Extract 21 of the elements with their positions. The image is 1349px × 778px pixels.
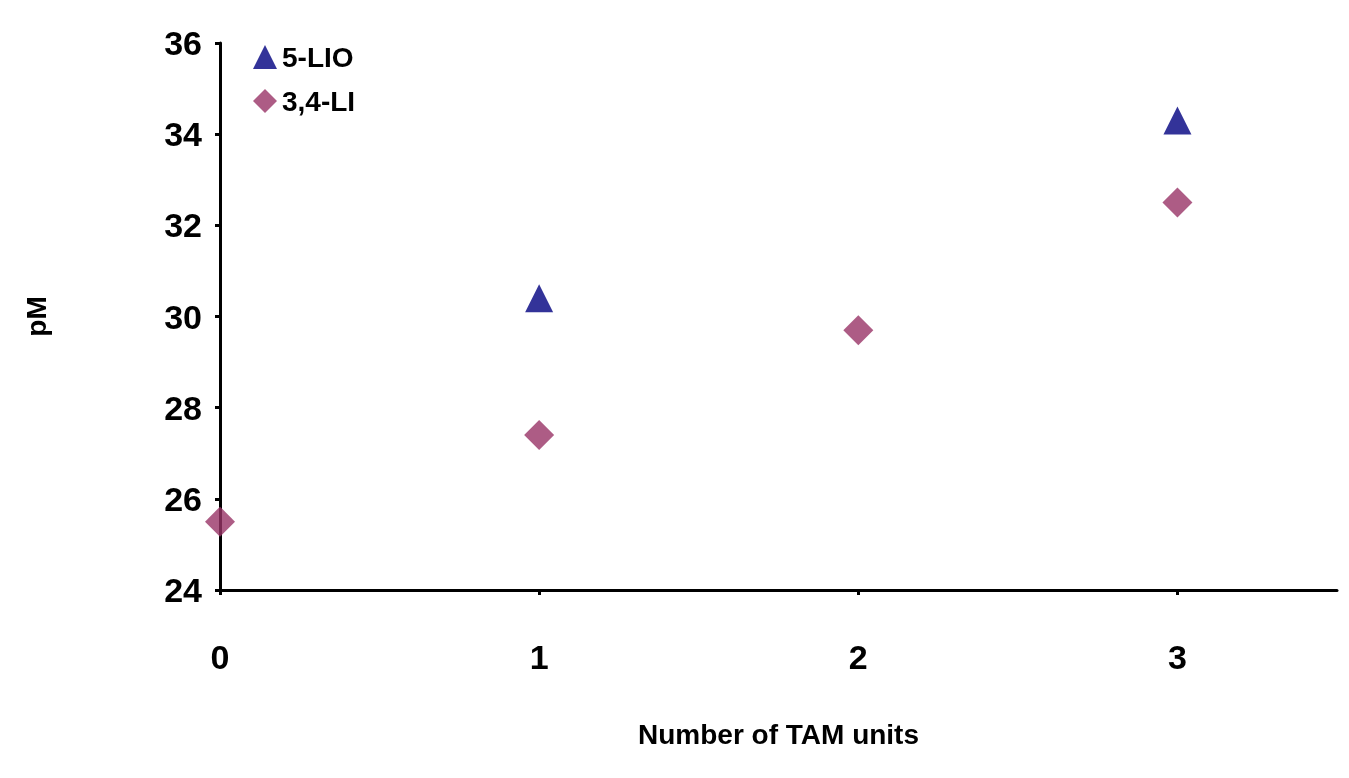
point bbox=[1163, 106, 1192, 135]
x-tick-label: 2 bbox=[848, 638, 868, 676]
x-tick-label: 0 bbox=[210, 638, 230, 676]
point bbox=[525, 284, 554, 313]
point bbox=[843, 315, 874, 346]
y-tick-label: 36 bbox=[164, 24, 202, 62]
legend-label: 5-LIO bbox=[282, 41, 354, 73]
y-tick-label: 34 bbox=[164, 115, 203, 154]
x-tick-label: 3 bbox=[1167, 638, 1187, 676]
x-axis-title: Number of TAM units bbox=[637, 718, 920, 750]
legend-label: 3,4-LI bbox=[282, 85, 356, 117]
point bbox=[205, 506, 235, 537]
x-tick-label: 1 bbox=[529, 638, 549, 676]
y-tick-label: 28 bbox=[164, 388, 202, 427]
y-tick-label: 24 bbox=[164, 571, 203, 609]
point bbox=[524, 420, 555, 451]
y-tick-label: 30 bbox=[164, 297, 202, 336]
point bbox=[1162, 187, 1193, 218]
y-tick-label: 32 bbox=[164, 206, 202, 245]
y-axis-title: pM bbox=[20, 296, 52, 337]
y-tick-label: 26 bbox=[164, 479, 202, 518]
